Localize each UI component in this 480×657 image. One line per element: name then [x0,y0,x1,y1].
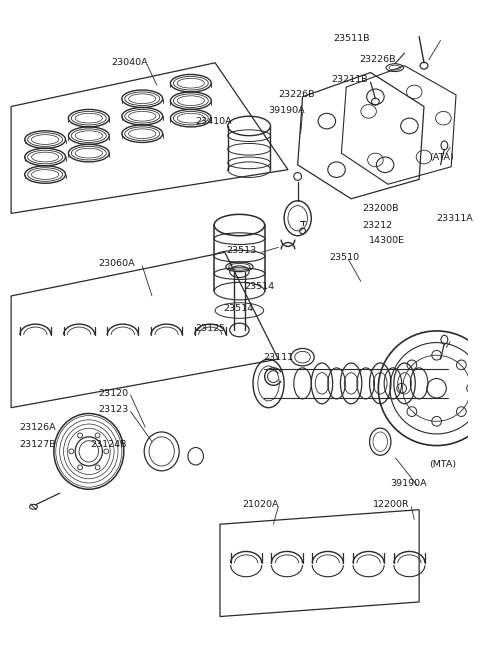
Text: 23120: 23120 [98,388,129,397]
Text: 23513: 23513 [227,246,257,255]
Text: 23226B: 23226B [278,91,315,99]
Text: 23311A: 23311A [437,214,473,223]
Text: 23511B: 23511B [334,34,370,43]
Text: 23111: 23111 [264,353,294,361]
Text: 23514: 23514 [223,304,253,313]
Text: 23410A: 23410A [196,116,232,125]
Text: 23040A: 23040A [111,58,148,67]
Text: 39190A: 39190A [268,106,305,115]
Text: 21020A: 21020A [242,501,279,509]
Text: 23124B: 23124B [91,440,127,449]
Text: 14300E: 14300E [369,236,405,245]
Text: 23226B: 23226B [359,55,396,64]
Text: 23060A: 23060A [98,260,135,269]
Text: 23127B: 23127B [19,440,55,449]
Text: 23212: 23212 [363,221,393,229]
Text: 23126A: 23126A [19,422,56,432]
Text: 23510: 23510 [330,252,360,261]
Text: 12200R: 12200R [372,501,409,509]
Text: (ATA): (ATA) [429,152,454,162]
Text: 23514: 23514 [244,282,275,291]
Text: 23123: 23123 [98,405,129,414]
Text: 23211B: 23211B [332,75,368,84]
Text: 23200B: 23200B [363,204,399,213]
Text: 39190A: 39190A [390,479,427,488]
Text: (MTA): (MTA) [429,459,456,468]
Text: 23125: 23125 [196,323,226,332]
